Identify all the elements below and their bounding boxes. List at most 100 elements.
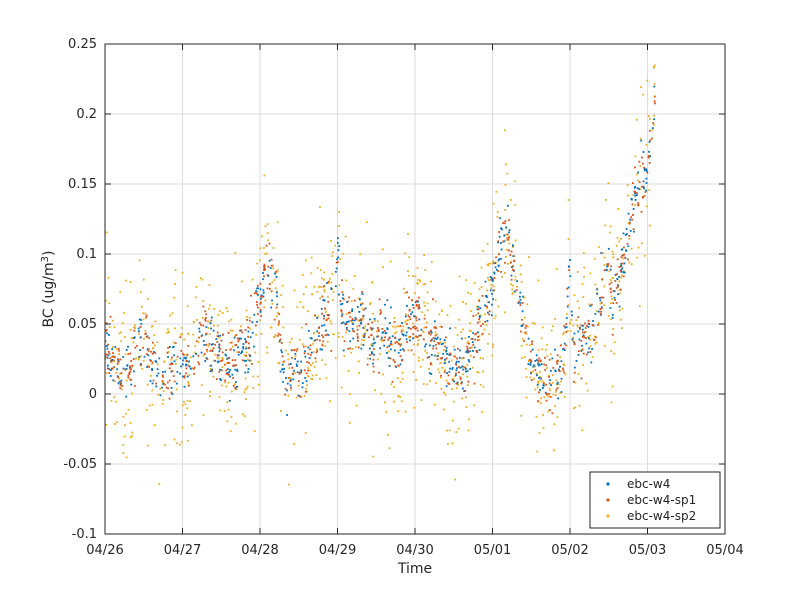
data-point (350, 319, 353, 322)
data-point (436, 336, 439, 339)
data-point (602, 252, 605, 255)
data-point (321, 312, 323, 315)
data-point (620, 263, 623, 265)
data-point (510, 278, 513, 281)
data-point (201, 278, 204, 281)
data-point (321, 324, 323, 327)
data-point (234, 368, 237, 371)
data-point (356, 328, 359, 331)
data-point (590, 303, 593, 306)
data-point (504, 129, 506, 132)
data-point (445, 357, 448, 360)
data-point (382, 266, 384, 268)
data-point (443, 339, 446, 342)
data-point (315, 374, 318, 376)
data-point (622, 257, 624, 260)
data-point (376, 320, 379, 323)
data-point (422, 338, 425, 341)
data-point (195, 340, 198, 343)
series-ebc-w4-sp2 (104, 64, 656, 486)
legend-item: ebc-w4-sp1 (606, 493, 696, 507)
data-point (263, 269, 265, 271)
data-point (323, 299, 325, 302)
data-point (550, 329, 553, 332)
data-point (519, 299, 522, 301)
data-point (540, 337, 543, 340)
data-point (363, 308, 365, 311)
data-point (278, 322, 280, 325)
data-point (423, 345, 426, 348)
data-point (108, 352, 111, 355)
data-point (270, 290, 273, 293)
x-tick-label: 05/04 (706, 543, 743, 558)
data-point (230, 416, 233, 418)
data-point (286, 414, 288, 416)
data-point (496, 215, 499, 218)
data-point (428, 355, 431, 358)
data-point (394, 349, 396, 352)
data-point (642, 162, 644, 165)
data-point (559, 392, 562, 395)
data-point (243, 415, 246, 417)
data-point (409, 318, 412, 321)
data-point (410, 349, 413, 352)
data-point (411, 311, 414, 314)
data-point (417, 359, 420, 362)
data-point (146, 444, 149, 447)
data-point (546, 393, 548, 395)
data-point (439, 325, 442, 328)
data-point (421, 311, 423, 314)
data-point (156, 368, 159, 371)
data-point (583, 266, 586, 269)
data-point (576, 325, 579, 328)
y-tick-label: 0.2 (76, 107, 97, 122)
data-point (440, 387, 443, 390)
data-point (627, 212, 630, 215)
data-point (581, 283, 584, 285)
data-point (128, 368, 131, 371)
data-point (321, 334, 323, 337)
data-point (411, 299, 414, 301)
data-point (170, 358, 173, 361)
data-point (291, 372, 294, 375)
data-point (193, 373, 196, 375)
data-point (516, 285, 518, 288)
data-point (437, 341, 440, 344)
data-point (596, 288, 599, 291)
data-point (115, 371, 118, 374)
x-tick-label: 05/03 (629, 543, 666, 558)
data-point (530, 379, 533, 381)
data-point (405, 313, 407, 316)
data-point (259, 311, 262, 313)
data-point (582, 352, 585, 355)
data-point (480, 314, 483, 317)
data-point (303, 369, 306, 372)
data-point (556, 359, 559, 362)
data-point (147, 350, 150, 352)
data-point (191, 367, 193, 370)
data-point (404, 292, 406, 294)
data-point (554, 390, 557, 393)
data-point (222, 333, 224, 336)
data-point (380, 311, 382, 314)
data-point (227, 374, 230, 376)
data-point (493, 271, 496, 274)
data-point (415, 319, 418, 322)
data-point (129, 352, 132, 355)
data-point (542, 387, 544, 389)
data-point (455, 369, 458, 372)
data-point (513, 259, 515, 262)
data-point (517, 302, 520, 304)
data-point (125, 349, 128, 351)
data-point (502, 240, 505, 243)
data-point (630, 216, 632, 219)
data-point (608, 247, 610, 250)
data-point (399, 338, 401, 340)
data-point (363, 333, 366, 336)
data-point (216, 341, 219, 343)
data-point (195, 286, 198, 288)
data-point (502, 222, 504, 224)
data-point (229, 341, 231, 344)
data-point (645, 168, 648, 171)
